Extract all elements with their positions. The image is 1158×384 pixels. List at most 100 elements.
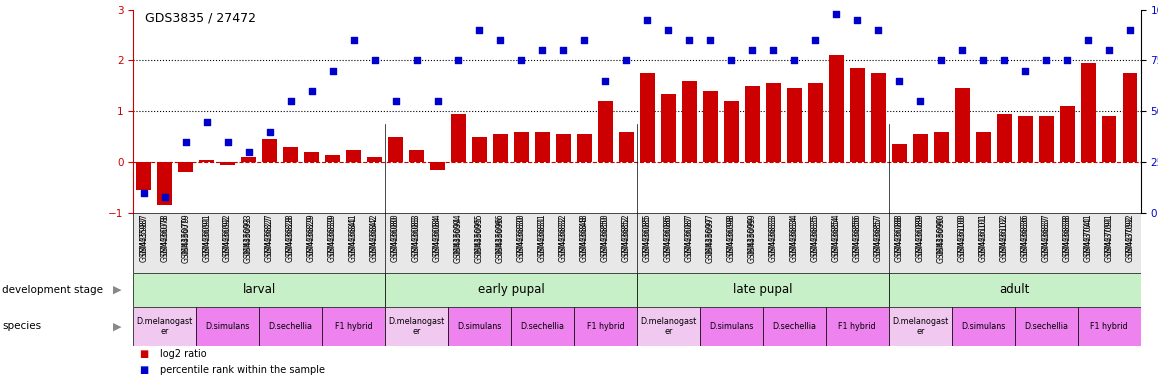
Bar	[787, 88, 801, 162]
Bar	[598, 101, 613, 162]
Text: GSM436087: GSM436087	[684, 213, 694, 255]
Text: GSM436832: GSM436832	[559, 213, 567, 255]
Text: ■: ■	[139, 349, 148, 359]
Text: GSM436090: GSM436090	[937, 213, 946, 255]
Point	[449, 58, 468, 64]
Text: GSM436084: GSM436084	[433, 216, 442, 263]
Text: D.melanogast
er: D.melanogast er	[892, 317, 948, 336]
Bar	[1039, 116, 1054, 162]
Text: GSM436839: GSM436839	[328, 216, 337, 263]
Bar	[682, 81, 697, 162]
Bar	[388, 137, 403, 162]
Point	[891, 78, 909, 84]
Text: percentile rank within the sample: percentile rank within the sample	[160, 365, 324, 375]
Text: D.simulans: D.simulans	[457, 322, 501, 331]
Text: GSM436857: GSM436857	[874, 213, 882, 255]
Text: GSM436833: GSM436833	[769, 216, 778, 263]
Text: F1 hybrid: F1 hybrid	[838, 322, 877, 331]
Point	[638, 17, 657, 23]
Point	[134, 190, 153, 196]
Bar	[325, 155, 340, 162]
Bar	[472, 137, 486, 162]
Text: GSM436097: GSM436097	[706, 216, 714, 263]
Point	[344, 37, 362, 43]
Text: GSM436096: GSM436096	[496, 216, 505, 263]
Point	[1100, 47, 1119, 53]
Text: GSM436094: GSM436094	[454, 216, 463, 263]
Point	[533, 47, 551, 53]
Bar	[556, 134, 571, 162]
Text: GSM436084: GSM436084	[433, 213, 442, 255]
Text: F1 hybrid: F1 hybrid	[587, 322, 624, 331]
Text: D.sechellia: D.sechellia	[1024, 322, 1068, 331]
Text: GSM436854: GSM436854	[831, 216, 841, 263]
Text: D.simulans: D.simulans	[961, 322, 1005, 331]
Text: GSM436090: GSM436090	[937, 216, 946, 263]
Text: GSM436841: GSM436841	[349, 213, 358, 255]
Bar	[367, 157, 382, 162]
Text: GSM436848: GSM436848	[580, 213, 589, 255]
Text: GSM437092: GSM437092	[1126, 213, 1135, 255]
Text: GSM436830: GSM436830	[516, 213, 526, 255]
Point	[491, 37, 510, 43]
Text: adult: adult	[999, 283, 1029, 296]
Point	[240, 149, 258, 155]
Point	[428, 98, 447, 104]
Point	[219, 139, 237, 145]
Text: GSM436080: GSM436080	[391, 213, 400, 255]
Text: GSM436097: GSM436097	[706, 213, 714, 255]
Bar	[850, 68, 865, 162]
Bar	[871, 73, 886, 162]
Text: log2 ratio: log2 ratio	[160, 349, 206, 359]
Bar	[137, 162, 151, 190]
Text: GSM436856: GSM436856	[852, 213, 862, 255]
Text: GSM436831: GSM436831	[538, 213, 547, 255]
Text: species: species	[2, 321, 42, 331]
Bar	[514, 132, 529, 162]
Bar	[640, 73, 654, 162]
Bar	[284, 147, 298, 162]
Text: GSM436100: GSM436100	[958, 216, 967, 263]
Text: F1 hybrid: F1 hybrid	[335, 322, 373, 331]
Bar	[1060, 106, 1075, 162]
Text: GSM436089: GSM436089	[916, 216, 925, 263]
Bar	[826, 307, 888, 346]
Text: GSM436078: GSM436078	[160, 213, 169, 255]
Text: GSM436095: GSM436095	[475, 213, 484, 255]
Point	[848, 17, 866, 23]
Text: GSM436837: GSM436837	[1042, 213, 1050, 255]
Text: GSM435987: GSM435987	[139, 213, 148, 255]
Bar	[699, 307, 763, 346]
Bar	[199, 160, 214, 162]
Text: GSM436835: GSM436835	[811, 213, 820, 255]
Bar	[703, 91, 718, 162]
Text: GSM436828: GSM436828	[286, 213, 295, 255]
Bar	[637, 307, 699, 346]
Text: GDS3835 / 27472: GDS3835 / 27472	[145, 12, 256, 25]
Point	[408, 58, 426, 64]
Bar	[157, 162, 173, 205]
Text: GSM436834: GSM436834	[790, 213, 799, 255]
Bar	[763, 307, 826, 346]
Text: GSM436101: GSM436101	[979, 213, 988, 255]
Bar	[430, 162, 445, 170]
Bar	[511, 307, 574, 346]
Point	[155, 194, 174, 200]
Text: GSM437041: GSM437041	[1084, 213, 1093, 255]
Text: D.sechellia: D.sechellia	[520, 322, 564, 331]
Text: GSM436093: GSM436093	[244, 216, 254, 263]
Point	[197, 118, 215, 124]
Text: GSM436095: GSM436095	[475, 216, 484, 263]
Point	[555, 47, 573, 53]
Text: GSM436100: GSM436100	[958, 213, 967, 255]
Bar	[133, 273, 384, 307]
Bar	[452, 114, 466, 162]
Bar	[620, 132, 633, 162]
Text: GSM436086: GSM436086	[664, 216, 673, 263]
Text: GSM436856: GSM436856	[852, 216, 862, 263]
Text: GSM436857: GSM436857	[874, 216, 882, 263]
Text: GSM436835: GSM436835	[811, 216, 820, 263]
Text: GSM436854: GSM436854	[831, 213, 841, 255]
Bar	[952, 307, 1014, 346]
Point	[827, 11, 845, 17]
